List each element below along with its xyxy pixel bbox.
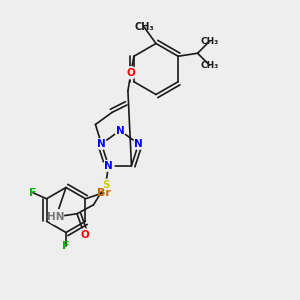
Text: O: O (127, 68, 135, 78)
Text: HN: HN (47, 212, 65, 222)
Circle shape (115, 125, 125, 136)
Circle shape (103, 160, 114, 171)
Circle shape (133, 139, 144, 149)
Text: F: F (62, 241, 70, 251)
Circle shape (125, 67, 137, 79)
Text: N: N (134, 139, 143, 149)
Text: F: F (29, 188, 37, 198)
Text: CH₃: CH₃ (200, 61, 219, 70)
Text: Br: Br (97, 188, 110, 198)
Circle shape (96, 139, 107, 149)
Text: N: N (97, 139, 106, 149)
Text: CH₃: CH₃ (200, 37, 219, 46)
Text: N: N (104, 161, 113, 171)
Text: N: N (116, 125, 124, 136)
Circle shape (49, 209, 64, 224)
Text: CH₃: CH₃ (134, 22, 154, 32)
Text: S: S (102, 180, 109, 190)
Text: O: O (80, 230, 89, 240)
Circle shape (100, 179, 112, 191)
Circle shape (79, 229, 91, 241)
